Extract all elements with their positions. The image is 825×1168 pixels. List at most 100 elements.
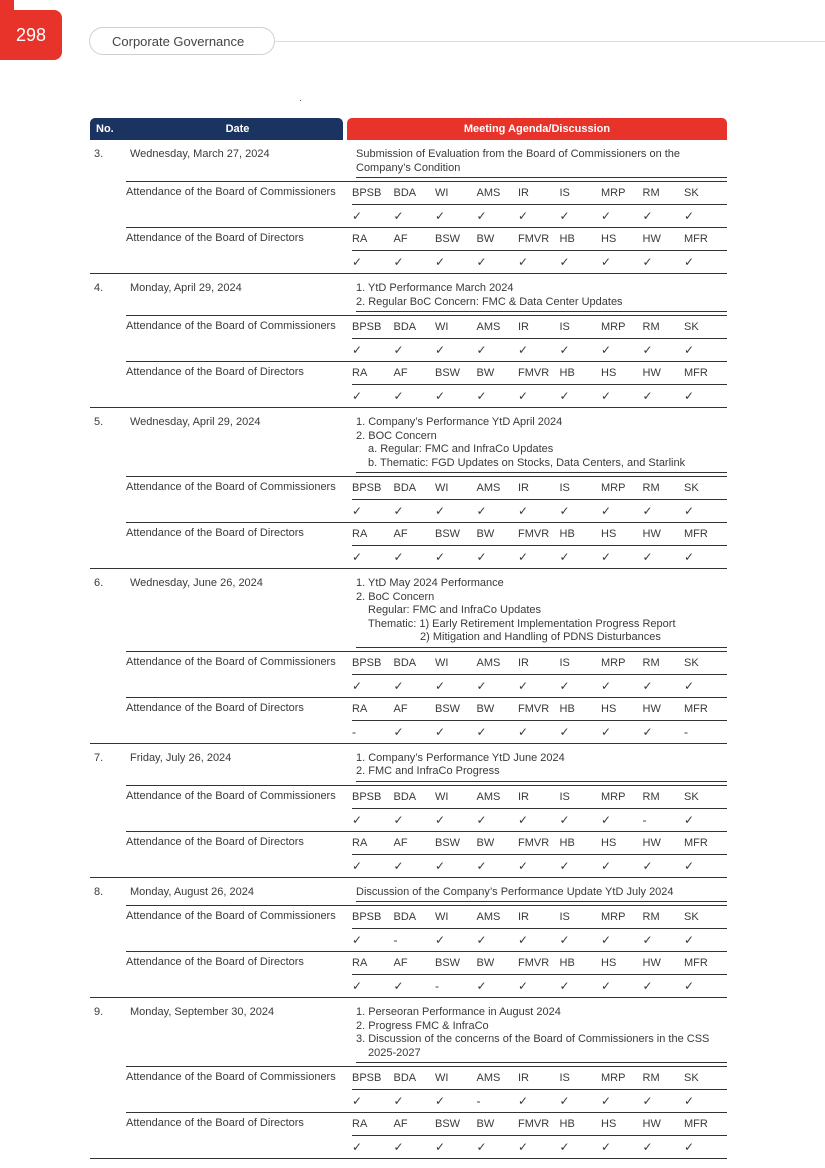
meeting-number: 3. <box>94 148 104 160</box>
member-code: HS <box>601 233 617 245</box>
attendance-mark: ✓ <box>352 1094 363 1108</box>
member-code: BSW <box>435 702 461 715</box>
attendance-mark: ✓ <box>435 343 446 357</box>
member-code: MFR <box>684 233 708 245</box>
attendance-mark: ✓ <box>559 1140 570 1154</box>
attendance-mark: - <box>393 933 398 947</box>
member-code: HW <box>642 836 661 849</box>
meeting-date: Monday, September 30, 2024 <box>130 1006 275 1018</box>
attendance-mark: ✓ <box>559 933 570 947</box>
member-code: WI <box>435 321 449 333</box>
member-code: MRP <box>601 911 626 923</box>
attendance-mark: ✓ <box>684 343 695 357</box>
attendance-mark: ✓ <box>642 209 653 223</box>
member-code: IR <box>518 1072 529 1084</box>
attendance-mark: ✓ <box>518 255 529 269</box>
attendance-label: Attendance of the Board of Commissioners <box>126 186 336 198</box>
meeting-number: 4. <box>94 282 104 294</box>
attendance-mark: ✓ <box>601 933 612 947</box>
agenda-item: 2) Mitigation and Handling of PDNS Distu… <box>420 631 661 643</box>
meeting-agenda: 1. Company’s Performance YtD April 2024 2… <box>356 416 727 473</box>
table-body: 3. Wednesday, March 27, 2024 Submission … <box>90 140 727 1159</box>
meeting-row: 8. Monday, August 26, 2024 Discussion of… <box>90 878 727 998</box>
attendance-mark: ✓ <box>642 1140 653 1154</box>
attendance-mark: ✓ <box>642 343 653 357</box>
attendance-mark: ✓ <box>518 933 529 947</box>
member-code: BPSB <box>352 1072 382 1084</box>
meeting-date: Wednesday, June 26, 2024 <box>130 577 263 589</box>
meeting-agenda: 1. Perseoran Performance in August 2024 2… <box>356 1006 727 1063</box>
attendance-label: Attendance of the Board of Commissioners <box>126 1071 336 1083</box>
member-code: HW <box>642 957 661 969</box>
member-code: RA <box>352 702 368 715</box>
member-code: IR <box>518 482 529 494</box>
attendance-boc: Attendance of the Board of Commissioners… <box>126 1066 727 1112</box>
member-code: HS <box>601 836 617 849</box>
member-code: IR <box>518 656 529 669</box>
agenda-item: 2. BOC Concern <box>356 429 437 442</box>
member-code: FMVR <box>518 233 550 245</box>
member-code: AMS <box>476 1072 501 1084</box>
member-code: HB <box>559 957 575 969</box>
table-header: No. Date Meeting Agenda/Discussion <box>90 118 727 140</box>
member-code: BSW <box>435 367 461 379</box>
attendance-mark: ✓ <box>352 1140 363 1154</box>
member-code: AMS <box>476 187 501 199</box>
header-no: No. <box>96 123 114 135</box>
member-code: AMS <box>476 911 501 923</box>
member-code: AF <box>393 957 408 969</box>
attendance-mark: ✓ <box>601 1094 612 1108</box>
member-code: IS <box>559 321 570 333</box>
member-code: AF <box>393 367 408 379</box>
agenda-item: b. Thematic: FGD Updates on Stocks, Data… <box>368 456 686 469</box>
attendance-mark: ✓ <box>435 255 446 269</box>
member-code: WI <box>435 187 449 199</box>
attendance-mark: ✓ <box>601 504 612 518</box>
attendance-mark: ✓ <box>559 343 570 357</box>
member-code: FMVR <box>518 528 550 540</box>
member-code: BW <box>476 957 495 969</box>
agenda-item: Regular: FMC and InfraCo Updates <box>368 604 542 616</box>
attendance-mark: ✓ <box>476 858 487 873</box>
attendance-mark: ✓ <box>393 550 404 564</box>
attendance-mark: ✓ <box>476 550 487 564</box>
attendance-mark: ✓ <box>642 504 653 518</box>
attendance-mark: ✓ <box>601 858 612 873</box>
attendance-mark: ✓ <box>352 812 363 827</box>
attendance-bod: Attendance of the Board of Directors RA A… <box>126 951 727 997</box>
attendance-mark: ✓ <box>352 678 363 693</box>
attendance-mark: ✓ <box>435 1140 446 1154</box>
member-code: BW <box>476 836 495 849</box>
member-code: RM <box>642 321 660 333</box>
member-code: MFR <box>684 957 708 969</box>
attendance-mark: ✓ <box>601 979 612 993</box>
attendance-bod: Attendance of the Board of Directors RA A… <box>126 696 727 743</box>
meeting-number: 5. <box>94 416 104 428</box>
attendance-mark: ✓ <box>684 812 695 827</box>
meeting-date: Monday, April 29, 2024 <box>130 282 242 294</box>
attendance-mark: ✓ <box>601 1140 612 1154</box>
attendance-mark: ✓ <box>518 504 529 518</box>
member-code: BPSB <box>352 482 382 494</box>
attendance-mark: - <box>435 979 439 993</box>
member-code: AMS <box>476 482 501 494</box>
attendance-mark: ✓ <box>642 1094 653 1108</box>
meeting-agenda: Submission of Evaluation from the Board … <box>356 148 727 178</box>
meeting-row: 9. Monday, September 30, 2024 1. Perseor… <box>90 998 727 1159</box>
attendance-mark: ✓ <box>476 979 487 993</box>
attendance-mark: ✓ <box>601 678 612 693</box>
member-code: BSW <box>435 957 461 969</box>
member-code: RA <box>352 528 368 540</box>
member-code: SK <box>684 187 699 199</box>
member-code: AF <box>393 233 408 245</box>
attendance-mark: ✓ <box>393 858 404 873</box>
member-code: AMS <box>476 321 501 333</box>
attendance-label: Attendance of the Board of Directors <box>126 701 304 714</box>
attendance-label: Attendance of the Board of Directors <box>126 366 304 378</box>
member-code: BDA <box>393 911 417 923</box>
attendance-mark: ✓ <box>393 255 404 269</box>
member-code: HB <box>559 233 575 245</box>
member-code: RM <box>642 790 660 803</box>
attendance-mark: ✓ <box>642 858 653 873</box>
